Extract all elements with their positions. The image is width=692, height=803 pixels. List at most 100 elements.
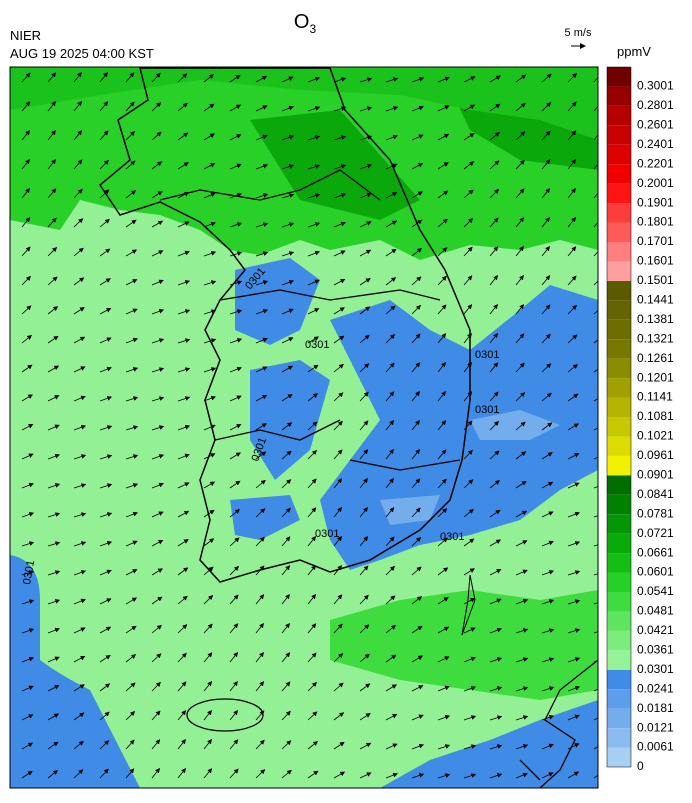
wind-arrow — [541, 657, 555, 663]
wind-arrow — [177, 191, 190, 199]
wind-arrow — [21, 656, 34, 663]
wind-arrow — [255, 280, 269, 286]
wind-arrow — [567, 570, 581, 576]
wind-arrow — [437, 773, 451, 779]
colorbar-label: 0.0301 — [637, 662, 674, 676]
wind-arrow — [255, 164, 269, 170]
wind-arrow — [359, 594, 369, 605]
colorbar-box — [607, 494, 631, 515]
wind-arrow — [567, 393, 579, 402]
wind-arrow — [307, 741, 319, 750]
wind-arrow — [203, 481, 216, 489]
colorbar-frame — [606, 66, 632, 768]
wind-arrow — [489, 246, 499, 257]
wind-arrow — [515, 333, 525, 344]
wind-arrow — [177, 425, 191, 431]
wind-arrow — [593, 746, 598, 750]
wind-arrow — [125, 768, 135, 779]
wind-arrow — [515, 304, 525, 315]
wind-scale-label: 5 m/s — [565, 27, 592, 39]
wind-arrow — [125, 710, 136, 721]
wind-arrow — [21, 364, 33, 373]
wind-arrow — [229, 623, 239, 634]
wind-arrow — [177, 681, 187, 692]
wind-arrow — [99, 101, 109, 112]
colorbar-label: 0.1601 — [637, 254, 674, 268]
field-blue-sw — [10, 555, 140, 788]
wind-arrow — [177, 73, 188, 83]
wind-arrow — [21, 512, 35, 518]
wind-arrow — [255, 710, 265, 721]
colorbar-box — [607, 144, 631, 165]
wind-arrow — [151, 482, 164, 489]
wind-arrow — [333, 135, 347, 141]
colorbar-box — [607, 339, 631, 359]
wind-arrow — [593, 368, 598, 373]
wind-arrow — [73, 277, 85, 286]
wind-arrow — [359, 192, 372, 199]
wind-arrow — [541, 452, 553, 460]
wind-arrow — [411, 362, 421, 373]
colorbar-box — [607, 67, 631, 87]
source: NIER — [10, 28, 41, 43]
colorbar-label: 0.0661 — [637, 545, 674, 559]
wind-arrow — [255, 222, 269, 228]
wind-arrow — [307, 652, 317, 663]
colorbar-box — [607, 650, 631, 670]
wind-arrow — [229, 104, 242, 112]
wind-arrow — [489, 75, 501, 83]
colorbar-box — [607, 261, 631, 281]
wind-arrow — [203, 538, 215, 547]
wind-arrow — [359, 363, 370, 373]
wind-arrow — [229, 222, 243, 228]
wind-arrow — [229, 192, 242, 199]
wind-arrow — [255, 134, 268, 141]
wind-arrow — [359, 742, 372, 750]
wind-arrow — [333, 278, 346, 286]
wind-arrow — [463, 627, 476, 634]
wind-arrow — [151, 425, 165, 431]
wind-arrow — [47, 512, 61, 518]
wind-arrow — [437, 685, 450, 692]
wind-arrow — [307, 421, 318, 431]
wind-arrow — [541, 599, 555, 605]
wind-arrow — [411, 163, 424, 170]
wind-arrow — [281, 164, 295, 170]
wind-arrow — [515, 628, 529, 634]
wind-arrow — [47, 483, 61, 489]
wind-arrow — [203, 566, 214, 576]
wind-arrow — [177, 652, 187, 663]
wind-arrow — [359, 249, 372, 257]
wind-arrow — [489, 103, 501, 112]
wind-arrow — [333, 221, 346, 228]
wind-arrow — [255, 536, 265, 547]
colorbar-label: 0.0541 — [637, 584, 674, 598]
wind-arrow — [125, 682, 136, 692]
wind-arrow — [489, 450, 500, 460]
province-borders — [159, 169, 461, 471]
wind-arrow — [73, 366, 86, 373]
title: O3 — [294, 11, 317, 36]
wind-arrow — [177, 482, 190, 489]
wind-arrow — [99, 218, 110, 228]
wind-arrow — [567, 771, 580, 779]
wind-arrow — [99, 396, 113, 402]
wind-arrow — [359, 278, 371, 286]
wind-arrow — [411, 449, 421, 460]
wind-arrow — [333, 594, 343, 605]
wind-arrow — [385, 277, 397, 286]
colorbar-label: 0.2601 — [637, 118, 674, 132]
wind-arrow — [437, 626, 450, 634]
wind-arrow — [593, 339, 598, 344]
wind-arrow — [333, 623, 343, 634]
wind-arrow — [593, 456, 598, 460]
wind-arrow — [281, 652, 291, 663]
wind-arrow — [307, 623, 317, 634]
wind-arrow — [437, 390, 446, 402]
wind-arrow — [47, 770, 59, 779]
wind-arrow — [151, 220, 164, 228]
wind-arrow — [411, 219, 423, 228]
wind-arrow — [567, 657, 581, 663]
wind-arrow — [307, 250, 320, 257]
wind-arrow — [47, 453, 60, 460]
